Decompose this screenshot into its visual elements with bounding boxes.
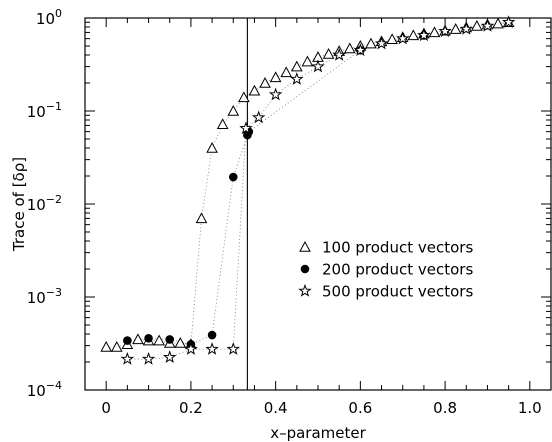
- legend-marker-3: [298, 283, 312, 297]
- legend-label-3: 500 product vectors: [322, 283, 473, 301]
- data-point-series-3: [290, 72, 304, 85]
- data-point-series-3: [163, 350, 177, 363]
- x-axis-label: x–parameter: [270, 424, 366, 442]
- x-tick-label: 0.2: [179, 399, 203, 417]
- data-point-series-1: [216, 118, 229, 130]
- data-point-series-3: [141, 352, 156, 365]
- legend-label-1: 100 product vectors: [322, 239, 473, 257]
- data-point-series-3: [239, 121, 253, 135]
- data-point-series-3: [374, 36, 389, 50]
- data-point-series-1: [227, 104, 240, 116]
- x-tick-label: 0.8: [433, 399, 457, 417]
- data-point-series-1: [492, 17, 504, 29]
- data-point-series-1: [174, 336, 187, 348]
- data-point-series-2: [123, 336, 132, 345]
- x-tick-label: 1.0: [518, 399, 542, 417]
- y-tick-label: 10−1: [27, 100, 62, 121]
- data-point-series-1: [238, 91, 250, 103]
- y-tick-label: 10−2: [27, 193, 62, 214]
- data-point-series-1: [206, 141, 218, 153]
- data-point-series-1: [407, 29, 420, 41]
- data-point-series-1: [259, 76, 271, 88]
- legend-marker-2: [300, 264, 310, 274]
- data-point-series-1: [153, 334, 165, 346]
- x-tick-label: 0: [101, 399, 111, 417]
- data-point-series-3: [120, 352, 135, 365]
- data-point-series-3: [205, 342, 219, 355]
- x-tick-label: 0.6: [348, 399, 372, 417]
- axis-ticks: [85, 17, 551, 391]
- data-point-series-1: [428, 26, 441, 38]
- y-axis-label: Trace of [δρ]: [10, 157, 28, 252]
- y-tick-label: 10−3: [27, 286, 62, 307]
- data-point-series-1: [269, 71, 282, 83]
- data-point-series-2: [228, 172, 238, 182]
- legend-marker-1: [299, 240, 311, 252]
- data-point-series-1: [301, 55, 314, 67]
- data-point-series-3: [226, 342, 240, 355]
- data-point-series-3: [438, 24, 452, 37]
- data-point-series-1: [290, 60, 303, 72]
- data-point-series-1: [322, 47, 335, 59]
- dotted-connectors: [106, 21, 509, 360]
- data-point-series-3: [396, 31, 410, 45]
- legend: 100 product vectors 200 product vectors 50…: [298, 239, 473, 301]
- data-point-series-1: [365, 37, 377, 49]
- data-point-series-3: [417, 28, 431, 42]
- data-point-series-3: [332, 47, 346, 61]
- data-point-series-1: [471, 19, 483, 31]
- data-point-series-1: [343, 42, 356, 54]
- data-point-series-3: [459, 22, 473, 35]
- x-tick-label: 0.4: [264, 399, 288, 417]
- y-tick-label: 10−4: [27, 379, 62, 400]
- data-point-series-3: [480, 18, 495, 32]
- data-point-series-3: [501, 15, 516, 28]
- data-point-series-1: [132, 333, 144, 345]
- data-point-series-1: [386, 33, 398, 45]
- data-point-series-3: [353, 43, 368, 56]
- data-point-series-1: [280, 66, 293, 78]
- plot-frame: [84, 17, 552, 391]
- data-point-series-3: [184, 342, 198, 355]
- data-point-series-3: [251, 110, 266, 124]
- y-tick-label: 100: [36, 7, 62, 28]
- axis-tick-labels: 0 0.2 0.4 0.6 0.8 1.0 10−4 10−3 10−2 10−1 100: [27, 7, 542, 417]
- data-markers: [100, 15, 516, 365]
- series-connector-3: [127, 21, 509, 360]
- legend-label-2: 200 product vectors: [322, 261, 473, 279]
- data-point-series-1: [449, 23, 462, 34]
- data-point-series-3: [268, 87, 283, 101]
- data-point-series-2: [207, 330, 217, 340]
- data-point-series-1: [100, 340, 113, 352]
- data-point-series-2: [144, 333, 153, 343]
- data-point-series-3: [311, 59, 325, 73]
- data-point-series-1: [248, 84, 261, 96]
- data-point-series-2: [165, 335, 175, 344]
- data-point-series-1: [195, 212, 208, 224]
- data-point-series-1: [110, 340, 123, 352]
